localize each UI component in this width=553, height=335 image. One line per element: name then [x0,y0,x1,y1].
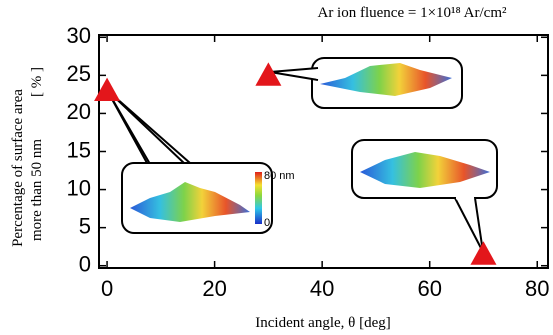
colorbar-label: 0 [264,217,270,229]
y-tick-label: 30 [67,23,91,48]
y-axis-label: more than 50 nm [29,139,45,241]
y-axis-label: Percentage of surface area [10,89,26,247]
colorbar-label: 80 nm [264,170,295,182]
x-tick-label: 20 [202,276,226,301]
data-point [470,241,496,264]
chart-title: Ar ion fluence = 1×10¹⁸ Ar/cm² [317,5,507,21]
callouts [107,58,497,252]
data-point [94,78,120,101]
y-tick-label: 15 [67,137,91,162]
y-tick-label: 25 [67,61,91,86]
y-tick-label: 0 [79,252,91,277]
x-axis-label: Incident angle, θ [deg] [255,315,390,331]
y-tick-label: 10 [67,175,91,200]
y-tick-label: 20 [67,99,91,124]
y-axis-label: [ % ] [29,67,45,97]
y-tick-label: 5 [79,213,91,238]
x-tick-label: 0 [101,276,113,301]
x-tick-label: 40 [310,276,334,301]
x-tick-label: 80 [525,276,549,301]
chart: Ar ion fluence = 1×10¹⁸ Ar/cm² Incident … [0,0,553,335]
x-tick-label: 60 [417,276,441,301]
